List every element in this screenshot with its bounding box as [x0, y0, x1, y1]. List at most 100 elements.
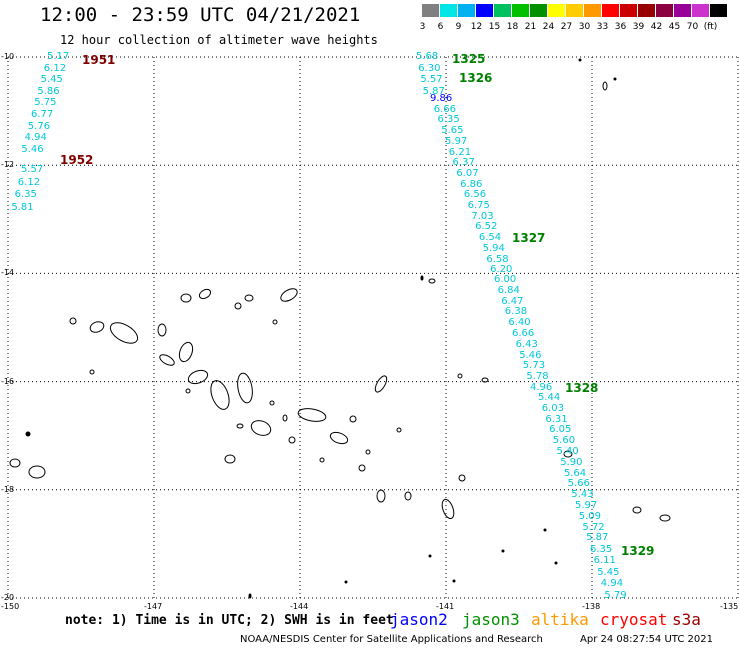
wave-height-value: 6.84: [497, 284, 520, 296]
longitude-label: -144: [290, 602, 309, 611]
pass-number-label: 1327: [512, 231, 546, 245]
island: [159, 354, 175, 366]
wave-height-value: 5.87: [586, 532, 609, 544]
colorbar-label: 24: [542, 22, 555, 32]
island: [187, 369, 209, 385]
wave-height-value: 6.35: [14, 189, 37, 201]
wave-height-value: 6.47: [501, 295, 524, 307]
wave-height-value: 6.07: [456, 167, 479, 179]
wave-height-value: 6.35: [437, 114, 460, 126]
colorbar-swatch: [674, 4, 691, 17]
wave-height-value: 6.43: [515, 338, 538, 350]
wave-height-value: 6.66: [433, 103, 457, 115]
gridlines: [7, 56, 739, 599]
wave-height-value: 6.66: [512, 328, 535, 339]
island-outlines: [9, 58, 671, 599]
wave-height-value: 5.87: [422, 85, 445, 97]
wave-height-value: 5.94: [482, 242, 505, 254]
island: [282, 414, 288, 422]
island: [237, 372, 253, 404]
colorbar-label: 3: [419, 22, 426, 32]
island: [365, 449, 371, 455]
wave-height-value: 6.75: [467, 200, 490, 211]
island: [248, 593, 252, 599]
island: [234, 302, 242, 310]
latitude-label: -14: [1, 268, 15, 278]
island: [554, 561, 558, 565]
wave-height-value: 4.96: [530, 382, 553, 393]
colorbar-label: 39: [632, 22, 645, 32]
colorbar-swatch: [440, 4, 457, 17]
footer-note: note: 1) Time is in UTC; 2) SWH is in fe…: [65, 613, 394, 628]
wave-height-value: 5.73: [522, 360, 546, 372]
colorbar-label: 70: [686, 22, 699, 32]
latitude-label: -16: [1, 376, 15, 386]
colorbar-swatch: [602, 4, 619, 17]
island: [632, 506, 642, 514]
island: [198, 288, 212, 300]
wave-height-value: 5.60: [552, 435, 576, 447]
wave-height-value: 6.56: [463, 189, 487, 201]
wave-height-value: 6.38: [504, 306, 528, 318]
island: [178, 341, 194, 363]
wave-height-value: 5.66: [567, 478, 590, 490]
colorbar-swatch: [512, 4, 529, 17]
longitude-label: -141: [436, 602, 455, 611]
wave-height-value: 4.94: [600, 578, 624, 590]
wave-height-value: 6.52: [475, 221, 498, 233]
island: [9, 458, 21, 468]
island: [69, 317, 77, 325]
island: [269, 400, 275, 406]
wave-height-value: 5.44: [538, 392, 561, 403]
island: [319, 457, 325, 463]
wave-height-value: 6.20: [490, 264, 513, 276]
satellite-legend-cryosat: cryosat: [600, 610, 668, 629]
colorbar-swatch: [458, 4, 475, 17]
colorbar-label: 30: [578, 22, 591, 32]
wave-height-value: 7.03: [471, 210, 494, 222]
colorbar-label: 45: [668, 22, 681, 32]
wave-height-value: 5.75: [34, 97, 57, 109]
wave-height-value: 5.79: [604, 589, 627, 601]
colorbar-label: 6: [437, 22, 444, 32]
wave-height-value: 5.78: [526, 371, 549, 383]
latitude-label: -20: [1, 593, 15, 602]
island: [457, 373, 463, 379]
island: [180, 293, 192, 303]
pass-number-label: 1328: [565, 381, 599, 395]
wave-height-value: 5.46: [21, 143, 44, 155]
wave-height-value: 5.86: [37, 85, 60, 97]
island: [157, 323, 167, 337]
wave-height-value: 6.40: [508, 317, 531, 329]
island: [428, 278, 436, 284]
colorbar-swatch: [494, 4, 511, 17]
island: [297, 408, 327, 422]
island: [344, 580, 348, 584]
island: [396, 427, 402, 433]
longitude-label: -138: [582, 602, 601, 611]
wave-height-value: 6.12: [17, 176, 41, 188]
colorbar-swatch: [530, 4, 547, 17]
wave-height-value: 6.05: [549, 424, 572, 436]
island: [28, 465, 46, 479]
wave-height-value: 6.37: [452, 157, 475, 169]
colorbar-swatch: [692, 4, 709, 17]
wave-height-value: 5.57: [21, 164, 44, 175]
island: [210, 380, 230, 410]
map-subtitle: 12 hour collection of altimeter wave hei…: [60, 33, 378, 47]
colorbar-swatch: [710, 4, 727, 17]
colorbar-label: 9: [455, 22, 462, 32]
wave-height-value: 5.97: [445, 135, 468, 147]
island: [89, 321, 105, 333]
wave-height-value: 5.90: [560, 456, 583, 468]
island: [280, 288, 298, 302]
wave-height-value: 5.40: [556, 446, 579, 457]
island: [224, 454, 236, 464]
generation-timestamp: Apr 24 08:27:54 UTC 2021: [580, 634, 713, 645]
wave-height-value: 5.09: [578, 510, 601, 522]
wave-height-value: 5.76: [27, 120, 51, 132]
island: [329, 431, 349, 445]
wave-height-value: 6.12: [43, 62, 67, 74]
island: [543, 528, 547, 532]
